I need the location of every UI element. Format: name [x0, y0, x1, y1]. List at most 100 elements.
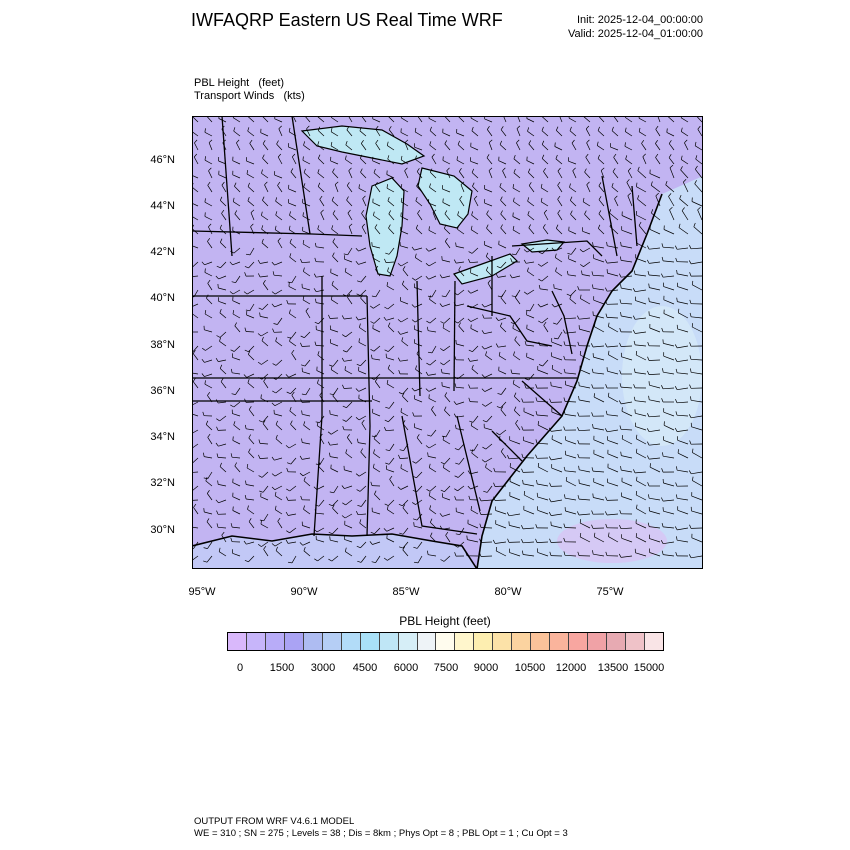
wind-barb-flag	[611, 182, 614, 188]
wind-barb	[428, 387, 437, 392]
wind-barb-flag	[300, 335, 305, 339]
wind-barb-flag	[471, 449, 474, 454]
wind-barb	[387, 555, 395, 561]
wind-barb	[600, 170, 605, 179]
wind-barb-flag	[598, 196, 602, 200]
wind-barb	[317, 228, 325, 235]
wind-barb-flag	[332, 210, 336, 214]
wind-barb	[593, 245, 605, 249]
wind-barb	[332, 359, 339, 367]
wind-barb-flag	[591, 368, 594, 373]
wind-barb-flag	[313, 273, 317, 278]
wind-barb	[344, 359, 353, 362]
wind-barb-flag	[513, 406, 517, 411]
wind-barb-flag	[277, 517, 281, 522]
wind-barb	[621, 555, 633, 558]
wind-barb-flag	[512, 184, 515, 189]
wind-barb	[357, 513, 367, 516]
wind-barb-flag	[467, 305, 472, 309]
wind-barb-flag	[247, 182, 250, 187]
wind-barb	[375, 555, 381, 563]
wind-barb	[569, 298, 577, 305]
wind-barb	[523, 411, 535, 417]
wind-barb	[415, 275, 423, 281]
wind-barb-flag	[243, 374, 247, 378]
wind-barb	[430, 522, 437, 529]
wind-barb-flag	[439, 348, 444, 351]
wind-barb-flag	[635, 238, 638, 243]
wind-barb-flag	[481, 459, 486, 463]
wind-barb-flag	[374, 224, 378, 228]
wind-barb	[598, 116, 605, 123]
wind-barb-flag	[538, 320, 542, 324]
wind-barb-flag	[609, 222, 612, 227]
wind-barb-flag	[219, 308, 222, 313]
wind-barb	[570, 289, 577, 296]
wind-barb	[669, 209, 675, 221]
wind-barb	[388, 247, 395, 255]
wind-barb	[429, 299, 437, 305]
wind-barb	[480, 527, 493, 529]
wind-barb-flag	[348, 167, 352, 171]
wind-barb	[386, 383, 395, 389]
wind-barb-flag	[289, 309, 291, 314]
wind-barb-flag	[524, 384, 527, 389]
wind-barb	[303, 145, 311, 151]
wind-barb	[691, 261, 703, 265]
wind-barb	[621, 315, 633, 319]
lon-label-75w: 75°W	[596, 586, 624, 598]
wind-barb	[388, 129, 395, 137]
wind-barb-flag	[317, 379, 319, 384]
wind-barb	[204, 272, 213, 277]
wind-barb	[557, 185, 563, 193]
wind-barb-flag	[402, 504, 406, 508]
wind-barb	[332, 527, 339, 535]
wind-barb	[348, 170, 353, 179]
wind-barb	[514, 410, 521, 417]
wind-barb	[275, 424, 283, 431]
wind-barb	[417, 213, 423, 221]
wind-barb	[456, 343, 465, 347]
wind-barb-flag	[375, 125, 379, 130]
wind-barb	[598, 213, 605, 221]
wind-barb-flag	[275, 546, 278, 551]
wind-barb-flag	[234, 182, 237, 187]
wind-barb-flag	[624, 127, 627, 132]
wind-barb	[232, 313, 241, 319]
wind-barb-flag	[272, 271, 275, 276]
wind-barb-flag	[605, 410, 608, 415]
wind-barb-flag	[514, 336, 517, 341]
wind-barb-flag	[204, 156, 206, 161]
wind-barb	[509, 466, 521, 473]
wind-barb	[484, 387, 493, 392]
wind-barb	[607, 272, 619, 277]
wind-barb	[527, 289, 535, 295]
wind-barb-flag	[219, 364, 223, 369]
wind-barb-flag	[428, 491, 431, 496]
wind-barb	[192, 245, 199, 249]
wind-barb-flag	[216, 418, 220, 422]
wind-barb	[607, 467, 619, 473]
wind-barb	[428, 202, 437, 207]
wind-barb	[621, 356, 633, 361]
wind-barb-flag	[524, 378, 529, 381]
wind-barb	[204, 216, 213, 221]
wind-barb-flag	[624, 142, 626, 147]
wind-barb-flag	[679, 194, 682, 199]
wind-barb-flag	[690, 368, 692, 373]
wind-barb	[537, 369, 549, 375]
wind-barb	[696, 116, 703, 123]
colorbar-swatch	[246, 633, 266, 650]
wind-barb-flag	[500, 210, 503, 215]
wind-barb-flag	[416, 182, 419, 187]
wind-barb	[416, 513, 423, 521]
wind-barb	[247, 130, 255, 137]
wind-barb-flag	[613, 153, 617, 158]
wind-barb	[620, 527, 633, 530]
wind-barb-flag	[232, 116, 234, 118]
wind-barb	[554, 303, 563, 308]
wind-barb	[387, 509, 395, 515]
wind-barb-flag	[548, 498, 552, 503]
wind-barb	[691, 399, 703, 403]
wind-barb-flag	[216, 523, 219, 528]
